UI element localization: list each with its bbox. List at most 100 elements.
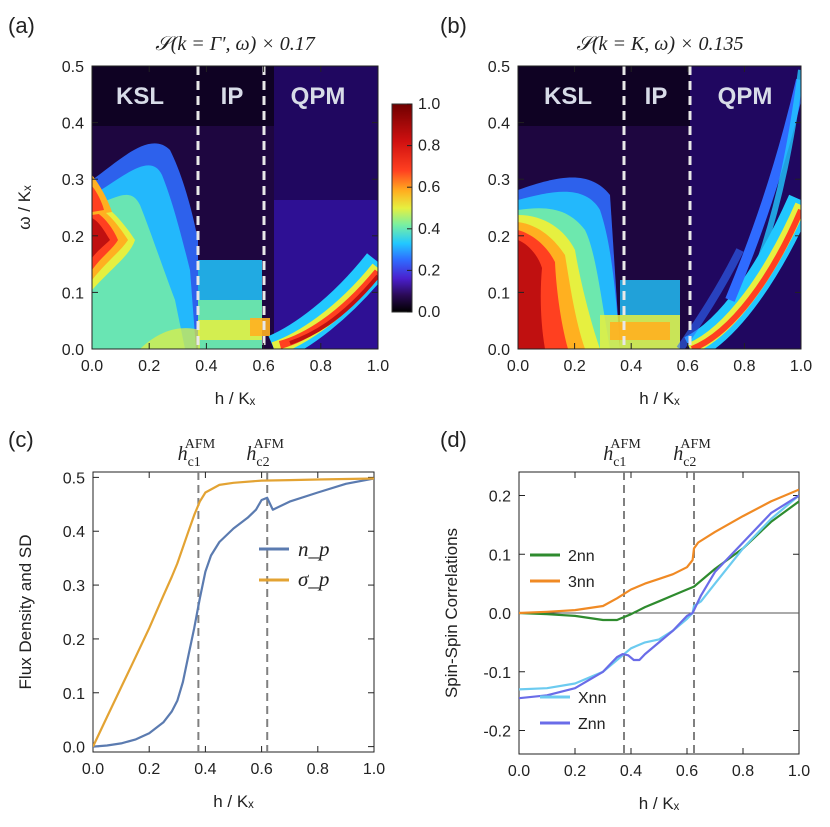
x-tick-label: 0.2 xyxy=(138,358,160,375)
y-tick-label: -0.1 xyxy=(483,665,511,682)
y-axis-label: Flux Density and SD xyxy=(16,535,35,690)
region-labels-b: KSL IP QPM xyxy=(544,66,772,349)
y-tick-label: 0.4 xyxy=(63,524,85,541)
x-tick-label: 0.0 xyxy=(82,761,104,778)
plot-frame-1 xyxy=(517,65,802,350)
legend-d-2nn-label: 2nn xyxy=(568,548,595,565)
colorbar-tick-label: 0.2 xyxy=(418,262,440,279)
region-ip-a: IP xyxy=(221,83,244,110)
critical-field-sub: c2 xyxy=(256,455,269,470)
y-tick-label: -0.2 xyxy=(483,724,511,741)
y-tick-label: 0.4 xyxy=(488,116,510,133)
x-tick-label: 0.2 xyxy=(138,761,160,778)
x-tick-label: 0.0 xyxy=(508,763,530,780)
colorbar-tick-label: 0.0 xyxy=(418,304,440,321)
x-tick-label: 0.0 xyxy=(81,358,103,375)
y-tick-label: 0.2 xyxy=(63,632,85,649)
panel-label-d: (d) xyxy=(440,427,467,452)
region-ip-b: IP xyxy=(645,83,668,110)
x-tick-label: 0.6 xyxy=(677,358,699,375)
x-axis-label: h / Kₓ xyxy=(639,794,680,813)
y-tick-label: 0.0 xyxy=(488,342,510,359)
critical-field-sub: c1 xyxy=(613,455,626,470)
legend-d-xnn-label: Xnn xyxy=(578,690,606,707)
series-line-σ_p xyxy=(93,477,374,748)
critical-field-sup: AFM xyxy=(610,437,641,452)
series-line-Xnn xyxy=(519,494,799,691)
critical-field-label: hc1 AFM xyxy=(603,437,641,470)
heatmap-a-title: 𝒮(k = Γ′, ω) × 0.17 xyxy=(155,33,316,55)
y-axis-label: ω / Kₓ xyxy=(15,185,34,230)
colorbar-tick-label: 1.0 xyxy=(418,96,440,113)
x-tick-label: 1.0 xyxy=(790,358,812,375)
y-tick-label: 0.0 xyxy=(489,606,511,623)
panel-label-c: (c) xyxy=(8,427,34,452)
colorbar-tick-label: 0.8 xyxy=(418,138,440,155)
series-line-3nn xyxy=(519,488,799,615)
y-tick-label: 0.3 xyxy=(63,578,85,595)
x-tick-label: 0.4 xyxy=(195,358,217,375)
legend-d-znn-label: Znn xyxy=(578,716,606,733)
x-tick-label: 1.0 xyxy=(367,358,389,375)
series-line-n_p xyxy=(93,477,374,748)
y-tick-label: 0.3 xyxy=(488,172,510,189)
y-tick-label: 0.5 xyxy=(63,470,85,487)
critical-field-symbol: h xyxy=(246,443,256,465)
plot-frame-0 xyxy=(91,65,379,350)
x-axis-label: h / Kₓ xyxy=(639,389,680,408)
y-tick-label: 0.2 xyxy=(489,489,511,506)
critical-field-label: hc2 AFM xyxy=(673,437,711,470)
x-tick-label: 0.8 xyxy=(732,763,754,780)
x-tick-label: 0.8 xyxy=(310,358,332,375)
y-tick-label: 0.2 xyxy=(488,229,510,246)
x-tick-label: 0.6 xyxy=(676,763,698,780)
critical-field-sup: AFM xyxy=(185,437,216,452)
series-line-2nn xyxy=(519,500,799,622)
y-tick-label: 0.1 xyxy=(63,686,85,703)
plot-frame-2 xyxy=(92,471,375,753)
x-tick-label: 1.0 xyxy=(788,763,810,780)
critical-field-symbol: h xyxy=(603,443,613,465)
critical-field-sub: c2 xyxy=(683,455,696,470)
x-tick-label: 0.4 xyxy=(620,763,642,780)
heatmap-b xyxy=(518,66,801,349)
x-tick-label: 0.2 xyxy=(564,763,586,780)
x-tick-label: 0.8 xyxy=(307,761,329,778)
x-tick-label: 0.6 xyxy=(250,761,272,778)
region-qpm-a: QPM xyxy=(291,83,346,110)
critical-field-label: hc2 AFM xyxy=(246,437,284,470)
critical-field-label: hc1 AFM xyxy=(178,437,216,470)
legend-c-np-label: n_p xyxy=(298,537,330,561)
y-tick-label: 0.5 xyxy=(62,59,84,76)
region-qpm-b: QPM xyxy=(718,83,773,110)
panel-label-b: (b) xyxy=(440,13,467,38)
x-tick-label: 0.2 xyxy=(563,358,585,375)
x-tick-label: 0.4 xyxy=(194,761,216,778)
y-tick-label: 0.1 xyxy=(62,285,84,302)
y-axis-label: Spin-Spin Correlations xyxy=(442,528,461,698)
y-tick-label: 0.5 xyxy=(488,59,510,76)
x-axis-label: h / Kₓ xyxy=(215,389,256,408)
legend-d: 2nn 3nn Xnn Znn xyxy=(530,548,606,733)
y-tick-label: 0.2 xyxy=(62,229,84,246)
series-line-Znn xyxy=(519,494,799,700)
heatmap-a xyxy=(92,66,378,349)
heatmap-b-title: 𝒮(k = K, ω) × 0.135 xyxy=(576,33,743,55)
critical-field-sup: AFM xyxy=(680,437,711,452)
x-tick-label: 1.0 xyxy=(363,761,385,778)
x-tick-label: 0.6 xyxy=(252,358,274,375)
y-tick-label: 0.4 xyxy=(62,116,84,133)
colorbar-gradient xyxy=(391,103,413,313)
x-tick-label: 0.8 xyxy=(733,358,755,375)
y-tick-label: 0.3 xyxy=(62,172,84,189)
colorbar-tick-label: 0.4 xyxy=(418,221,440,238)
colorbar: 1.0 0.8 0.6 0.4 0.2 0.0 xyxy=(391,96,440,321)
legend-c: n_p σ_p xyxy=(259,537,330,591)
y-tick-label: 0.0 xyxy=(63,740,85,757)
y-tick-label: 0.0 xyxy=(62,342,84,359)
y-tick-label: 0.1 xyxy=(488,285,510,302)
critical-field-sub: c1 xyxy=(188,455,201,470)
region-ksl-a: KSL xyxy=(116,83,164,110)
region-labels-a: KSL IP QPM xyxy=(116,66,345,349)
